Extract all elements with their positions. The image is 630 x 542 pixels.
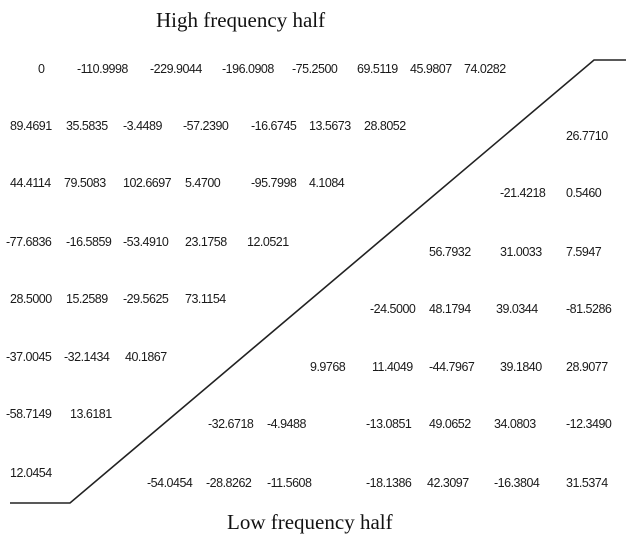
coefficient-cell: 39.0344 [496,302,538,316]
coefficient-cell: 4.1084 [309,176,345,190]
coefficient-cell: 31.0033 [500,245,542,259]
coefficient-cell: 34.0803 [494,417,536,431]
coefficient-cell: 69.5119 [357,62,398,76]
coefficient-cell: 28.8052 [364,119,406,133]
coefficient-cell: -110.9998 [77,62,128,76]
coefficient-cell: 26.7710 [566,129,608,143]
coefficient-cell: 23.1758 [185,235,227,249]
coefficient-cell: -58.7149 [6,407,52,421]
coefficient-cell: 39.1840 [500,360,542,374]
coefficient-cell: 0.5460 [566,186,602,200]
coefficient-cell: -24.5000 [370,302,416,316]
coefficient-cell: 49.0652 [429,417,471,431]
coefficient-cell: -229.9044 [150,62,202,76]
high-frequency-label: High frequency half [156,8,326,32]
coefficient-cell: 11.4049 [372,360,413,374]
coefficient-cell: 12.0521 [247,235,289,249]
coefficient-cell: -32.1434 [64,350,110,364]
coefficient-cell: 42.3097 [427,476,469,490]
coefficient-cell: 35.5835 [66,119,108,133]
coefficient-cell: 56.7932 [429,245,471,259]
coefficient-cell: -28.8262 [206,476,252,490]
coefficient-cell: 12.0454 [10,466,52,480]
coefficient-cell: 102.6697 [123,176,172,190]
coefficient-cell: -196.0908 [222,62,274,76]
coefficient-cell: -54.0454 [147,476,193,490]
coefficient-cell: -81.5286 [566,302,612,316]
coefficient-cell: 40.1867 [125,350,167,364]
coefficient-cell: -3.4489 [123,119,162,133]
coefficient-cell: -75.2500 [292,62,338,76]
coefficient-cell: 31.5374 [566,476,608,490]
coefficient-cell: -16.5859 [66,235,112,249]
coefficient-cell: -11.5608 [267,476,312,490]
coefficient-cell: 5.4700 [185,176,221,190]
coefficient-cell: -4.9488 [267,417,306,431]
coefficient-cell: -16.6745 [251,119,297,133]
low-frequency-label: Low frequency half [227,510,393,534]
coefficient-cell: -95.7998 [251,176,297,190]
coefficient-cell: -29.5625 [123,292,169,306]
coefficient-cell: -21.4218 [500,186,546,200]
coefficient-cell: -13.0851 [366,417,412,431]
coefficient-cell: 45.9807 [410,62,452,76]
coefficient-cell: -16.3804 [494,476,540,490]
coefficient-cell: 73.1154 [185,292,226,306]
coefficient-cell: 28.9077 [566,360,608,374]
coefficient-cell: 44.4114 [10,176,51,190]
coefficient-cell: -77.6836 [6,235,52,249]
coefficient-cell: 13.5673 [309,119,351,133]
coefficient-cell: 9.9768 [310,360,346,374]
coefficient-cell: -57.2390 [183,119,229,133]
coefficient-cell: 7.5947 [566,245,602,259]
coefficient-cell: 15.2589 [66,292,108,306]
coefficient-cell: 48.1794 [429,302,471,316]
coefficient-cell: -12.3490 [566,417,612,431]
coefficient-cell: 13.6181 [70,407,112,421]
coefficient-cell: 74.0282 [464,62,506,76]
coefficient-cell: -18.1386 [366,476,412,490]
coefficient-cell: 28.5000 [10,292,52,306]
coefficient-cell: 79.5083 [64,176,106,190]
coefficient-cell: 89.4691 [10,119,52,133]
coefficient-cell: 0 [38,62,45,76]
coefficient-cell: -32.6718 [208,417,254,431]
coefficient-cell: -53.4910 [123,235,169,249]
coefficient-cell: -37.0045 [6,350,52,364]
coefficient-cell: -44.7967 [429,360,475,374]
